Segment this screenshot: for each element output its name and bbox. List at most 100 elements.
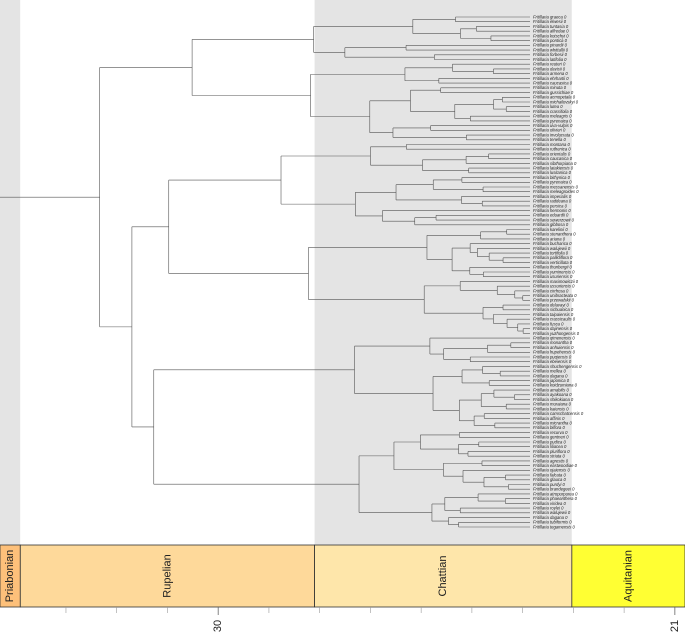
tip-label: Fritillaria camschatcensis 0 <box>533 411 584 416</box>
tip-label: Fritillaria karelinii 0 <box>533 227 568 232</box>
tip-label: Fritillaria messanensis 0 <box>533 184 579 189</box>
tip-label: Fritillaria gussichiae 0 <box>533 90 574 95</box>
tip-label: Fritillaria pinardii 0 <box>533 43 568 48</box>
tip-label: Fritillaria micrantha 0 <box>533 421 573 426</box>
tip-label: Fritillaria thunbergii 0 <box>533 265 573 270</box>
tip-label: Fritillaria dagana 0 <box>533 515 568 520</box>
stage-band <box>0 0 21 545</box>
tip-label: Fritillaria falcata 0 <box>533 472 566 477</box>
tip-label: Fritillaria przewalskii 0 <box>533 298 575 303</box>
tip-label: Fritillaria ebeiensis 0 <box>533 359 572 364</box>
tip-label: Fritillaria ehrhartii 0 <box>533 76 569 81</box>
tip-label: Fritillaria lusitanica 0 <box>533 170 572 175</box>
stage-band <box>571 0 685 545</box>
tip-label: Fritillaria atropurpurea 0 <box>533 491 578 496</box>
stage-background-bands <box>0 0 685 545</box>
tip-label: Fritillaria pluriflora 0 <box>533 449 570 454</box>
tip-label: Fritillaria sichuanica 0 <box>533 307 574 312</box>
tip-label: Fritillaria qimenensis 0 <box>533 336 575 341</box>
tip-label: Fritillaria eduardii 0 <box>533 213 569 218</box>
tip-label: Fritillaria acmopetala 0 <box>533 95 576 100</box>
tip-label: Fritillaria davisii 0 <box>533 66 566 71</box>
tip-label: Fritillaria anhuiensis 0 <box>533 345 574 350</box>
tip-label: Fritillaria tuntasia 0 <box>533 24 569 29</box>
tip-label: Fritillaria shuchengensis 0 <box>533 364 582 369</box>
tip-label: Fritillaria maximowiczii 0 <box>533 279 579 284</box>
stage-label: Rupelian <box>161 554 173 597</box>
tip-label: Fritillaria reuteri 0 <box>533 62 566 67</box>
tip-label: Fritillaria walujewii 0 <box>533 510 571 515</box>
time-axis: 30 21 <box>65 607 681 632</box>
tip-label: Fritillaria phaeanthera 0 <box>533 496 578 501</box>
tip-label: Fritillaria shikokiana 0 <box>533 397 574 402</box>
tip-label: Fritillaria liliacea 0 <box>533 444 567 449</box>
tip-label: Fritillaria alfredae 0 <box>533 29 569 34</box>
tip-label: Fritillaria minuta 0 <box>533 85 567 90</box>
stage-band <box>20 0 315 545</box>
tip-label: Fritillaria tegamensis 0 <box>533 524 576 529</box>
tip-label: Fritillaria recurva 0 <box>533 430 568 435</box>
tip-label: Fritillaria sewerzowii 0 <box>533 217 575 222</box>
tip-label: Fritillaria forbesii 0 <box>533 52 568 57</box>
tip-label: Fritillaria koidzumiana 0 <box>533 383 578 388</box>
tip-label: Fritillaria muraiana 0 <box>533 402 572 407</box>
tip-label: Fritillaria ruthenica 0 <box>533 147 571 152</box>
tip-label: Fritillaria involucrata 0 <box>533 132 574 137</box>
tip-label: Fritillaria unibracteata 0 <box>533 293 577 298</box>
tip-label: Fritillaria ariana 0 <box>533 236 566 241</box>
tip-label: Fritillaria olivieri 0 <box>533 128 566 133</box>
tip-label: Fritillaria tenella 0 <box>533 137 566 142</box>
tip-label: Fritillaria elwesii 0 <box>533 19 567 24</box>
stage-label: Chattian <box>437 556 449 597</box>
tip-label: Fritillaria affinis 0 <box>533 416 565 421</box>
tip-label: Fritillaria tubiformis 0 <box>533 520 572 525</box>
tip-label: Fritillaria ojaiensis 0 <box>533 468 570 473</box>
tip-label: Fritillaria meleagroides 0 <box>533 189 579 194</box>
stage-box <box>314 544 573 608</box>
tip-label: Fritillaria graeca 0 <box>533 14 567 19</box>
tip-label: Fritillaria yuzhongensis 0 <box>533 331 580 336</box>
tip-label: Fritillaria pyrenaica 0 <box>533 180 572 185</box>
tip-label: Fritillaria whittallii 0 <box>533 47 569 52</box>
tip-label: Fritillaria tortifolia 0 <box>533 251 569 256</box>
tip-label: Fritillaria biflora 0 <box>533 425 566 430</box>
tip-label: Fritillaria mellea 0 <box>533 369 566 374</box>
tip-label: Fritillaria eastwoodiae 0 <box>533 463 578 468</box>
tip-label: Fritillaria cirrhosa 0 <box>533 288 569 293</box>
tip-label: Fritillaria amabilis 0 <box>533 387 570 392</box>
tip-label: Fritillaria gentneri 0 <box>533 435 569 440</box>
tip-label: Fritillaria uva-vulpis 0 <box>533 123 573 128</box>
tip-label: Fritillaria hermonis 0 <box>533 208 571 213</box>
tip-label: Fritillaria usuriensis 0 <box>533 274 573 279</box>
tip-label: Fritillaria viridea 0 <box>533 501 566 506</box>
tip-label: Fritillaria orientalis 0 <box>533 151 571 156</box>
tip-label: Fritillaria puqiensis 0 <box>533 354 572 359</box>
tip-label: Fritillaria kaiensis 0 <box>533 406 569 411</box>
tip-label: Fritillaria agrestis 0 <box>533 458 569 463</box>
tip-label: Fritillaria yuminensis 0 <box>533 269 575 274</box>
tip-label: Fritillaria crassifolia 0 <box>533 109 573 114</box>
tip-label: Fritillaria delavayi 0 <box>533 302 570 307</box>
tip-label: Fritillaria stenanthera 0 <box>533 232 576 237</box>
tip-label: Fritillaria persica 0 <box>533 203 568 208</box>
stage-box <box>571 544 685 608</box>
tip-label: Fritillaria pallidiflora 0 <box>533 255 573 260</box>
tip-label: Fritillaria bithynica 0 <box>533 175 571 180</box>
tip-label: Fritillaria dajinensis 0 <box>533 326 573 331</box>
tip-label: Fritillaria fusca 0 <box>533 321 564 326</box>
tip-label: Fritillaria lutea 0 <box>533 104 563 109</box>
tip-label: Fritillaria crassicaulis 0 <box>533 317 576 322</box>
tip-label: Fritillaria gibbosa 0 <box>533 222 569 227</box>
tip-label: Fritillaria armena 0 <box>533 71 568 76</box>
tip-label: Fritillaria caucasica 0 <box>533 81 573 86</box>
tip-label: Fritillaria brandegeei 0 <box>533 487 575 492</box>
tip-label: Fritillaria taipaiensis 0 <box>533 312 574 317</box>
stage-label: Aquitanian <box>622 550 634 602</box>
tip-label: Fritillaria purdyi 0 <box>533 482 566 487</box>
tip-label: Fritillaria pontica 0 <box>533 38 568 43</box>
geologic-stage-bar: Priabonian Rupelian Chattian Aquitanian <box>0 544 685 608</box>
tip-label: Fritillaria monantha 0 <box>533 340 573 345</box>
tip-label: Fritillaria hupehensis 0 <box>533 350 576 355</box>
tick-label: 30 <box>212 620 224 632</box>
